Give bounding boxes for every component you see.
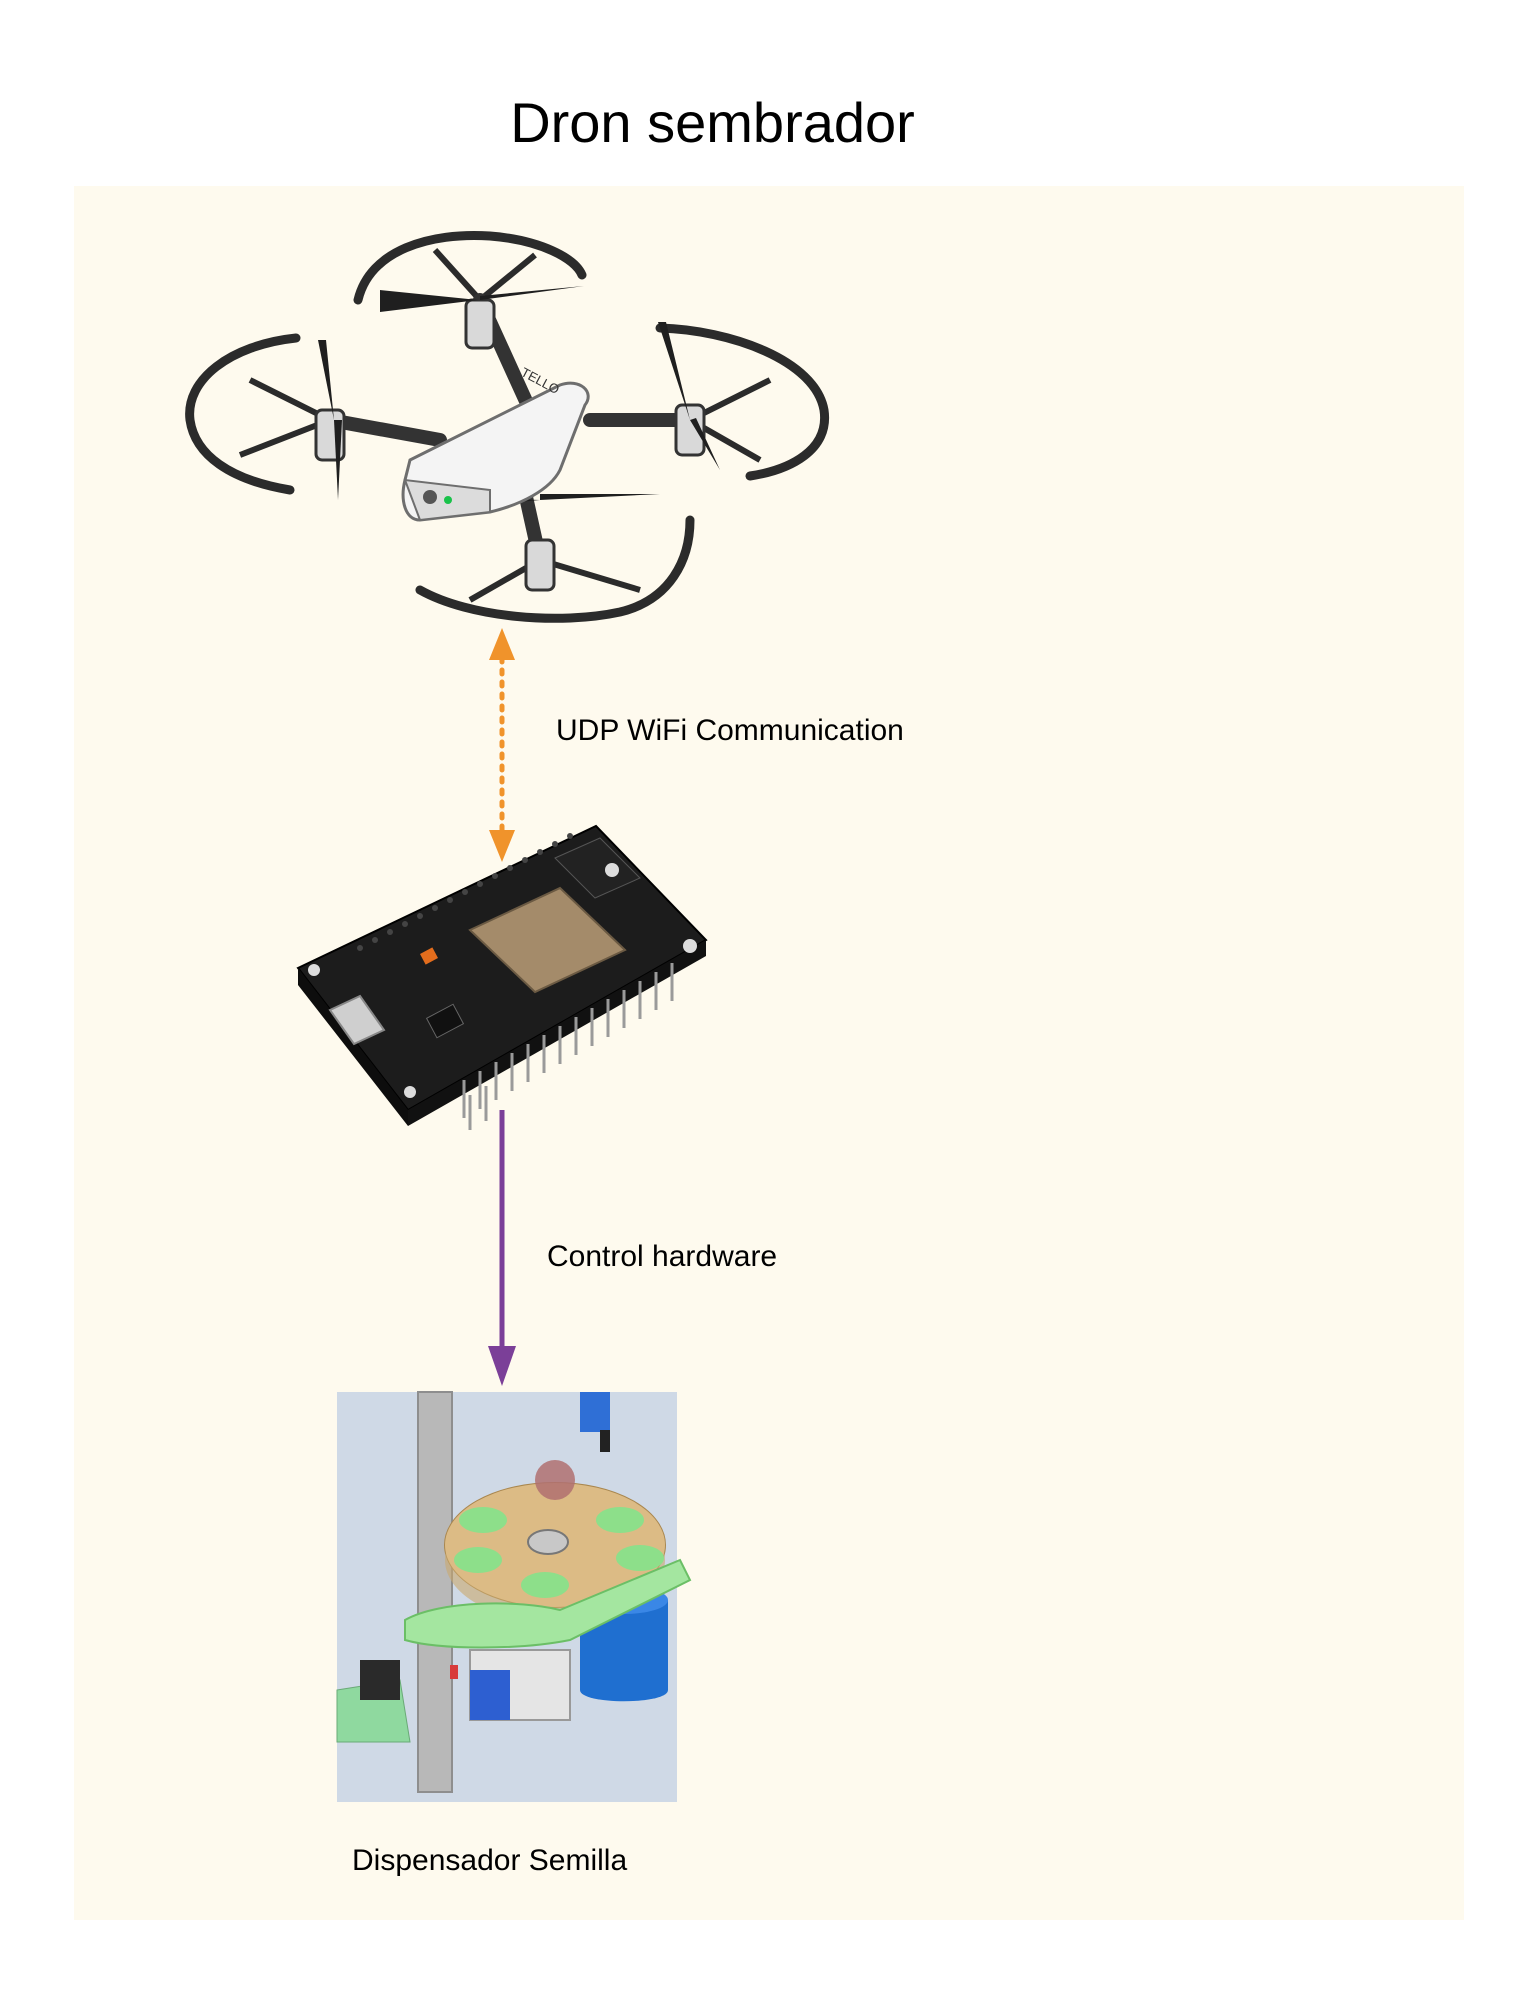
edge-control: [488, 1110, 516, 1386]
edge-label-control: Control hardware: [547, 1240, 778, 1273]
drone-image: TELLO: [185, 230, 830, 623]
edge-udp: [489, 628, 515, 862]
dispenser-image: [336, 1391, 692, 1802]
page-title: Dron sembrador: [510, 91, 915, 154]
arrow-head-down: [489, 830, 515, 862]
edge-label-udp: UDP WiFi Communication: [556, 714, 904, 747]
arrow-head-up: [489, 628, 515, 660]
esp32-board-image: [296, 824, 708, 1130]
node-label-dispenser: Dispensador Semilla: [352, 1844, 628, 1877]
arrow-head-down: [488, 1346, 516, 1386]
